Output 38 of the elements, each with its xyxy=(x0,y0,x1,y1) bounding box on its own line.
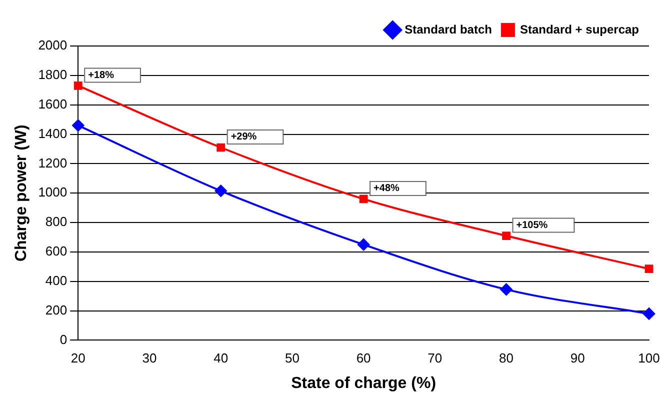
annotation: +18% xyxy=(88,70,114,81)
x-tick-label: 40 xyxy=(214,350,228,366)
y-tick-label: 600 xyxy=(45,244,68,259)
point xyxy=(216,143,226,152)
annotation: +48% xyxy=(374,183,400,194)
y-axis-title: Charge power (W) xyxy=(13,124,30,262)
point xyxy=(643,308,655,320)
point xyxy=(358,238,370,251)
annotation: +105% xyxy=(516,220,548,232)
point xyxy=(74,82,82,90)
y-tick-label: 1000 xyxy=(38,184,68,200)
x-tick-label: 30 xyxy=(142,350,157,366)
point xyxy=(359,194,368,204)
point xyxy=(72,119,84,132)
x-tick-label: 20 xyxy=(70,350,86,366)
y-tick-label: 2000 xyxy=(38,38,68,53)
x-axis-title: State of charge (%) xyxy=(291,374,436,392)
y-tick-label: 1600 xyxy=(38,96,68,112)
y-tick-label: 200 xyxy=(45,302,68,318)
y-tick-label: 1200 xyxy=(38,155,68,170)
point xyxy=(214,184,227,197)
x-tick-label: 60 xyxy=(356,350,371,366)
x-tick-label: 90 xyxy=(570,350,585,366)
y-tick-label: 400 xyxy=(45,272,68,288)
y-tick-label: 1400 xyxy=(38,126,68,141)
legend-label: Standard + supercap xyxy=(520,22,640,36)
y-tick-label: 0 xyxy=(60,332,68,347)
y-tick-label: 800 xyxy=(45,214,68,230)
x-tick-label: 100 xyxy=(638,350,660,366)
legend-label: Standard batch xyxy=(404,22,492,36)
annotation: +29% xyxy=(230,132,257,143)
x-tick-label: 70 xyxy=(428,350,442,366)
y-tick-label: 1800 xyxy=(38,67,68,82)
x-tick-label: 80 xyxy=(499,350,514,366)
point xyxy=(644,264,654,274)
point xyxy=(500,283,512,296)
x-tick-label: 50 xyxy=(284,350,300,366)
point xyxy=(502,232,510,240)
